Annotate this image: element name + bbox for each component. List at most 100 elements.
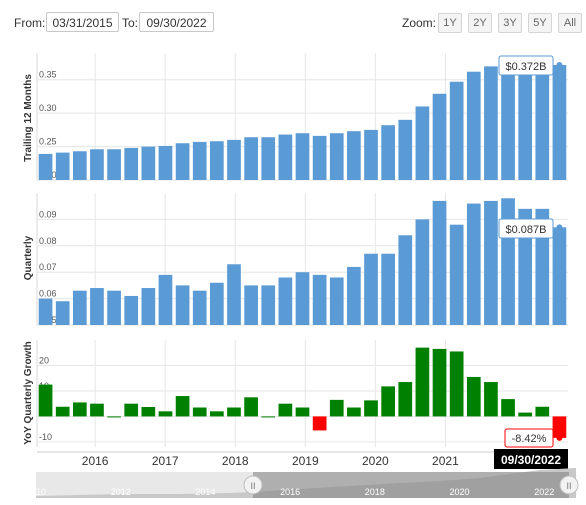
bar [107,416,121,418]
bar [552,65,567,180]
bar [278,403,293,417]
bar [466,71,481,180]
bar [227,264,241,325]
navigator-year-label: 2018 [365,487,385,497]
bar [124,147,139,180]
bar [347,407,361,417]
bar [381,253,395,325]
bar [518,412,533,417]
zoom-5y-button[interactable]: 5Y [528,13,552,33]
bar [415,106,430,180]
selected-date-label: 09/30/2022 [501,453,561,467]
bar [329,399,344,417]
bar [484,382,498,417]
bar [158,411,173,417]
bar [295,133,310,180]
bar [329,133,344,180]
navigator-year-label: 2022 [534,487,554,497]
panel-yoy-growth: YoY Quarterly Growth -1001020 -8.42% [23,340,568,448]
bar [261,137,276,180]
from-date-input[interactable]: 03/31/2015 [46,12,119,32]
panel-trailing-12-months: Trailing 12 Months 0.200.250.300.35 $0.3… [23,53,568,181]
bar [38,384,53,417]
bar [398,235,413,325]
bar [278,134,293,180]
bar [381,386,395,417]
bar [210,141,224,180]
zoom-2y-button[interactable]: 2Y [468,13,492,33]
bar [192,141,207,180]
bar [192,290,207,325]
zoom-3y-button[interactable]: 3Y [498,13,522,33]
bar [141,407,156,417]
left-handle-grip: II [250,481,255,491]
from-label: From: [14,16,46,30]
navigator-year-label: 2012 [111,487,131,497]
bar [90,403,104,417]
bar [381,125,395,180]
bar [484,200,498,325]
to-date-input[interactable]: 09/30/2022 [139,12,214,32]
zoom-all-button[interactable]: All [558,13,582,33]
bar [72,402,87,417]
bar [210,411,224,417]
bar [244,397,258,417]
right-handle-grip: II [566,481,571,491]
navigator-year-label: 2016 [280,487,300,497]
bar [312,135,327,180]
x-tick-label: 2016 [82,454,109,468]
bar [244,285,258,325]
navigator-year-label: 2014 [195,487,215,497]
bar [55,406,70,417]
bar [518,59,533,180]
zoom-1y-button[interactable]: 1Y [438,13,462,33]
bar [158,274,173,325]
x-tick-label: 2019 [292,454,319,468]
bar [38,153,53,180]
toolbar: From: 03/31/2015 To: 09/30/2022 Zoom: 1Y… [0,0,586,40]
navigator-selected-range[interactable] [253,472,569,498]
bar [432,93,447,180]
tooltip-trailing-value: $0.372B [506,61,547,73]
y-tick-label-quarterly: 0.09 [39,209,57,219]
bar [295,272,310,325]
bar [72,290,87,325]
bar [501,198,515,325]
bar [90,149,104,180]
y-tick-label-growth: -10 [39,432,52,442]
bar [72,151,87,180]
bar [278,277,293,325]
bar [38,298,53,325]
tooltip-quarterly: $0.087B [498,218,554,239]
bar [107,290,121,325]
bar [244,137,258,180]
panel-quarterly: Quarterly 0.050.060.070.080.09 $0.087B [23,193,568,326]
y-tick-label-trailing: 0.30 [39,103,57,113]
bar [261,416,276,418]
bar [329,277,344,325]
bar [124,403,139,417]
bar [415,347,430,417]
bar [227,407,241,417]
bar [141,288,156,325]
last-point-marker [556,224,563,231]
zoom-label: Zoom: [402,16,437,30]
bar [364,400,378,417]
y-axis-label-trailing: Trailing 12 Months [23,74,34,162]
y-tick-label-trailing: 0.25 [39,137,57,147]
bar [261,285,276,325]
navigator[interactable]: 2010 2012 2014 2016 2018 2020 2022 II II [26,468,579,498]
bar [107,149,121,180]
bar [55,301,70,325]
bar [415,219,430,325]
navigator-year-label: 2020 [450,487,470,497]
bar [124,295,139,325]
tooltip-growth-value: -8.42% [512,433,547,445]
x-tick-label: 2018 [222,454,249,468]
tooltip-trailing: $0.372B [498,55,554,76]
tooltip-quarterly-value: $0.087B [506,224,547,236]
navigator-right-handle[interactable]: II [559,475,579,495]
navigator-left-handle[interactable]: II [243,475,263,495]
bar [192,407,207,417]
